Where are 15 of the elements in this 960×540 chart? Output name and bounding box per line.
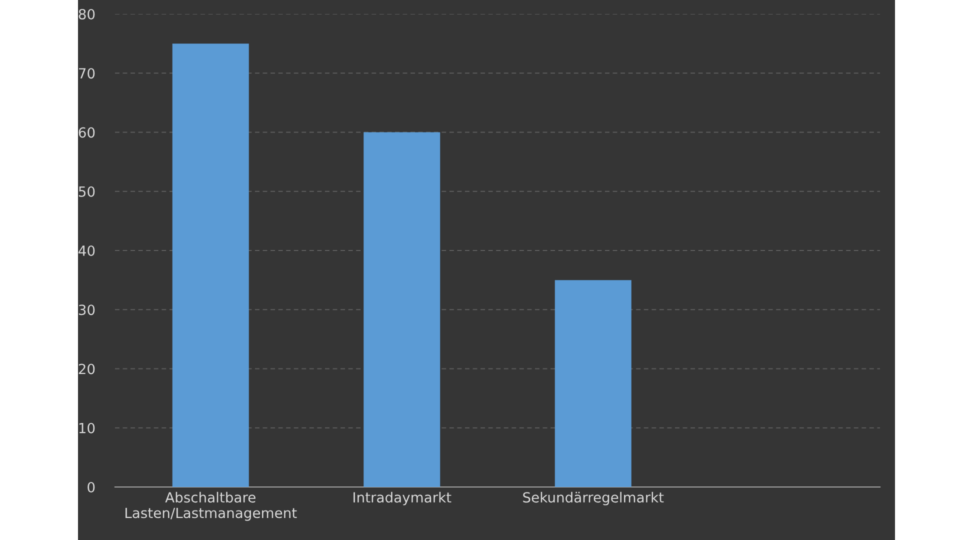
- y-tick-label: 40: [78, 245, 95, 256]
- bar: [172, 44, 249, 487]
- bar: [554, 280, 632, 487]
- y-tick-label: 0: [88, 482, 95, 492]
- y-tick-label: 30: [78, 304, 95, 316]
- y-tick-label: 20: [78, 364, 95, 374]
- x-tick-label: Abschaltbare Lasten/Lastmanagement: [126, 492, 297, 521]
- x-tick-label: Sekundärregelmarkt: [523, 492, 664, 506]
- bar: [364, 132, 440, 487]
- y-tick-label: 10: [79, 422, 95, 434]
- x-tick-label: Intradaymarkt: [354, 492, 452, 506]
- y-tick-label: 70: [79, 68, 95, 79]
- y-tick-label: 80: [78, 8, 95, 20]
- y-tick-label: 50: [78, 186, 95, 197]
- y-tick-label: 60: [78, 127, 95, 138]
